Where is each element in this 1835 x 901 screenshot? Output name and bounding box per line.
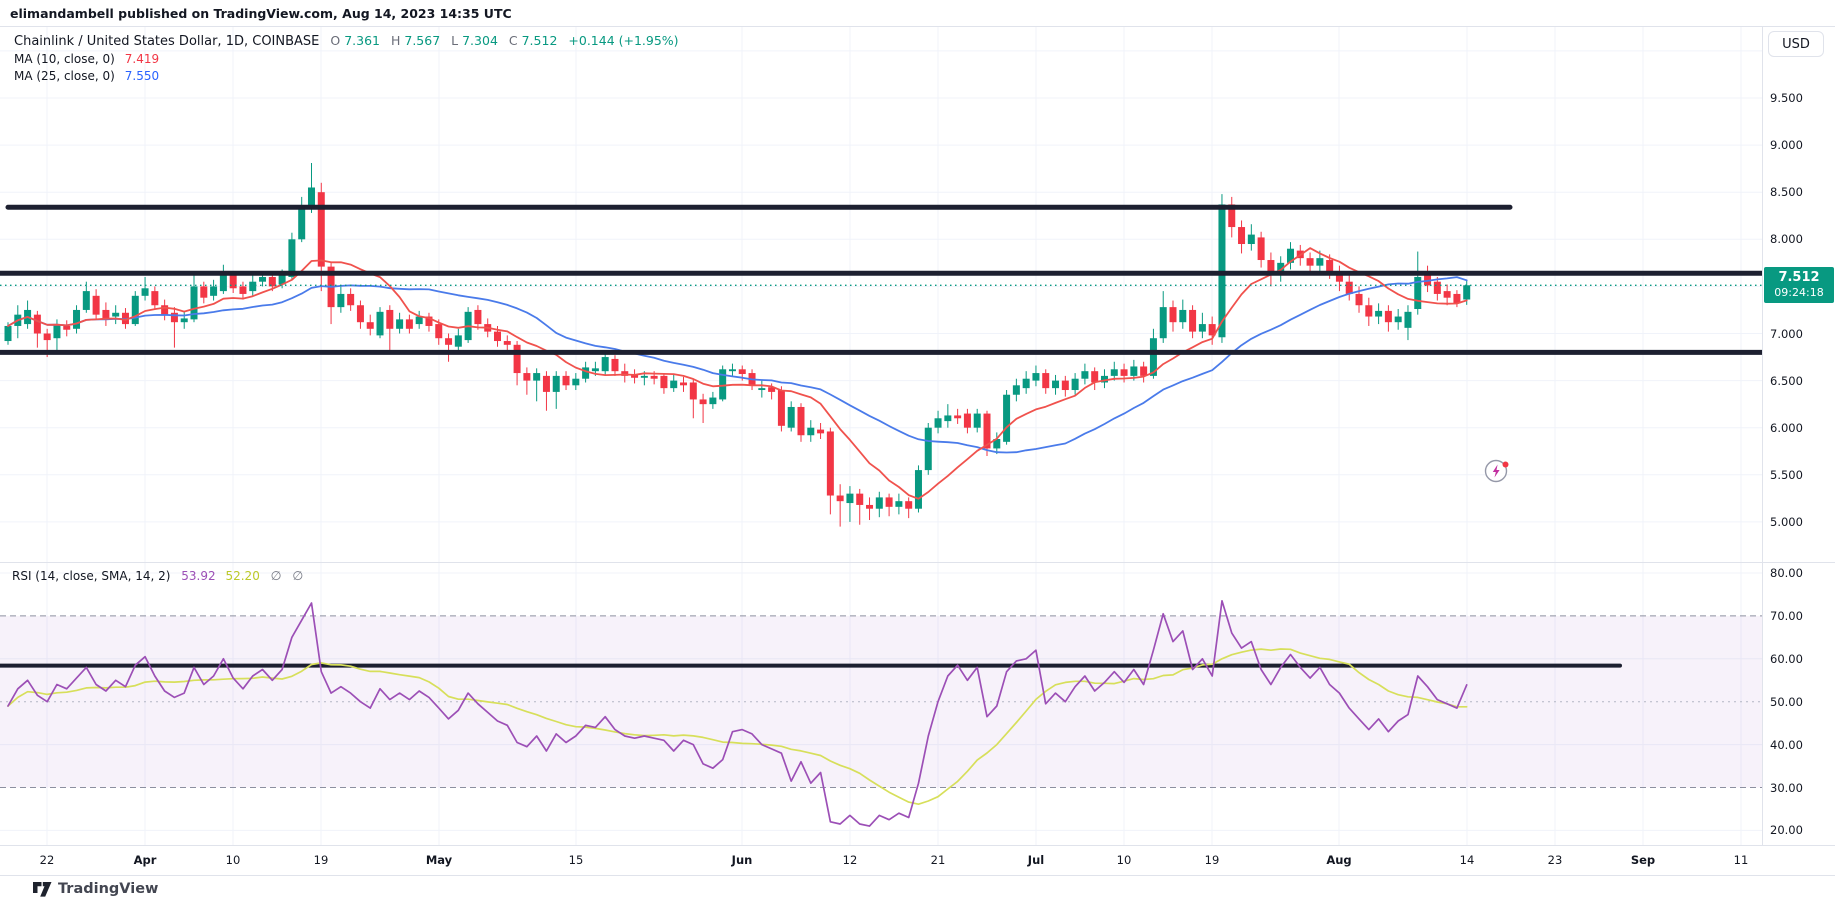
time-axis-label: 15 — [568, 853, 584, 867]
close-value: 7.512 — [521, 33, 558, 48]
price-axis-label: 6.500 — [1770, 373, 1803, 388]
rsi-axis-label: 60.00 — [1770, 651, 1803, 666]
axis-separator — [0, 845, 1835, 846]
high-label: H — [390, 33, 401, 48]
time-axis[interactable]: 22 Apr 10 19 May 15 Jun 12 21 Jul 10 19 Aug 14 23 Sep 11 — [0, 845, 1762, 875]
chart-frame: Chainlink / United States Dollar, 1D, CO… — [0, 27, 1835, 875]
time-axis-label: Sep — [1630, 853, 1656, 867]
time-axis-label: 11 — [1733, 853, 1749, 867]
time-axis-label: Apr — [133, 853, 157, 867]
rsi-ma-value: 52.20 — [225, 569, 260, 583]
price-axis-label: 9.000 — [1770, 138, 1803, 153]
time-axis-label: 21 — [930, 853, 946, 867]
ma10-label: MA (10, close, 0) — [14, 52, 115, 66]
time-axis-label: 14 — [1459, 853, 1475, 867]
main-legend: Chainlink / United States Dollar, 1D, CO… — [14, 33, 679, 85]
rsi-axis-label: 50.00 — [1770, 694, 1803, 709]
low-label: L — [451, 33, 459, 48]
symbol-row[interactable]: Chainlink / United States Dollar, 1D, CO… — [14, 33, 679, 50]
time-axis-label: Jul — [1027, 853, 1045, 867]
time-axis-label: 19 — [1204, 853, 1220, 867]
time-axis-label: 12 — [842, 853, 858, 867]
ma10-value: 7.419 — [124, 52, 160, 66]
time-axis-label: 19 — [313, 853, 329, 867]
open-label: O — [330, 33, 341, 48]
price-axis-separator — [1762, 27, 1763, 845]
bar-countdown: 09:24:18 — [1774, 286, 1824, 300]
candles-group — [4, 162, 1471, 527]
rsi-label: RSI (14, close, SMA, 14, 2) — [12, 569, 171, 583]
footer-bar: TradingView — [0, 875, 1835, 901]
rsi-hidden-value-icon[interactable]: ∅ — [270, 568, 282, 583]
currency-toggle-button[interactable]: USD — [1768, 31, 1824, 57]
symbol-title[interactable]: Chainlink / United States Dollar, 1D, CO… — [14, 34, 320, 49]
rsi-axis-label: 80.00 — [1770, 566, 1803, 580]
price-axis-label: 7.000 — [1770, 326, 1803, 341]
ma25-value: 7.550 — [124, 69, 160, 83]
rsi-pane[interactable] — [0, 562, 1762, 845]
rsi-hidden-value-icon[interactable]: ∅ — [292, 568, 304, 583]
price-axis-label: 8.000 — [1770, 232, 1803, 247]
last-price: 7.512 — [1778, 270, 1820, 286]
time-axis-label: May — [425, 853, 453, 867]
publish-info-bar: elimandambell published on TradingView.c… — [0, 0, 1835, 27]
high-value: 7.567 — [404, 33, 441, 48]
lightning-icon — [1484, 459, 1509, 483]
rsi-axis-label: 30.00 — [1770, 780, 1803, 795]
rsi-legend[interactable]: RSI (14, close, SMA, 14, 2) 53.92 52.20 … — [12, 568, 303, 583]
price-axis-label: 5.500 — [1770, 467, 1803, 482]
time-axis-label: 22 — [39, 853, 55, 867]
open-value: 7.361 — [344, 33, 380, 48]
rsi-value: 53.92 — [181, 569, 216, 583]
flash-ideas-button[interactable] — [1484, 458, 1510, 484]
publish-line: elimandambell published on TradingView.c… — [10, 6, 512, 21]
change-value: +0.144 (+1.95%) — [568, 33, 679, 48]
price-axis-label: 9.500 — [1770, 91, 1803, 105]
pane-separator[interactable] — [0, 562, 1835, 563]
tradingview-logo-icon[interactable] — [33, 881, 52, 901]
tradingview-brand-text[interactable]: TradingView — [58, 881, 159, 897]
time-axis-label: 10 — [225, 853, 241, 867]
price-axis-label: 8.500 — [1770, 185, 1803, 200]
close-label: C — [508, 33, 518, 48]
rsi-axis-label: 20.00 — [1770, 823, 1803, 838]
ma25-row[interactable]: MA (25, close, 0) 7.550 — [14, 68, 679, 84]
time-axis-label: 10 — [1116, 853, 1132, 867]
rsi-axis-label: 40.00 — [1770, 737, 1803, 752]
ma25-label: MA (25, close, 0) — [14, 69, 115, 83]
ma10-line — [7, 247, 1468, 500]
rsi-axis-label: 70.00 — [1770, 608, 1803, 623]
last-price-badge[interactable]: 7.512 09:24:18 — [1764, 267, 1834, 304]
main-price-pane[interactable] — [0, 27, 1762, 562]
low-value: 7.304 — [462, 33, 498, 48]
rsi-line — [7, 600, 1468, 827]
time-axis-label: 23 — [1547, 853, 1563, 867]
time-axis-label: Jun — [731, 853, 753, 867]
ma25-line — [7, 276, 1468, 454]
price-axis-label: 6.000 — [1770, 420, 1803, 435]
ma10-row[interactable]: MA (10, close, 0) 7.419 — [14, 51, 679, 67]
price-axis-label: 5.000 — [1770, 514, 1803, 529]
time-axis-label: Aug — [1326, 853, 1352, 867]
